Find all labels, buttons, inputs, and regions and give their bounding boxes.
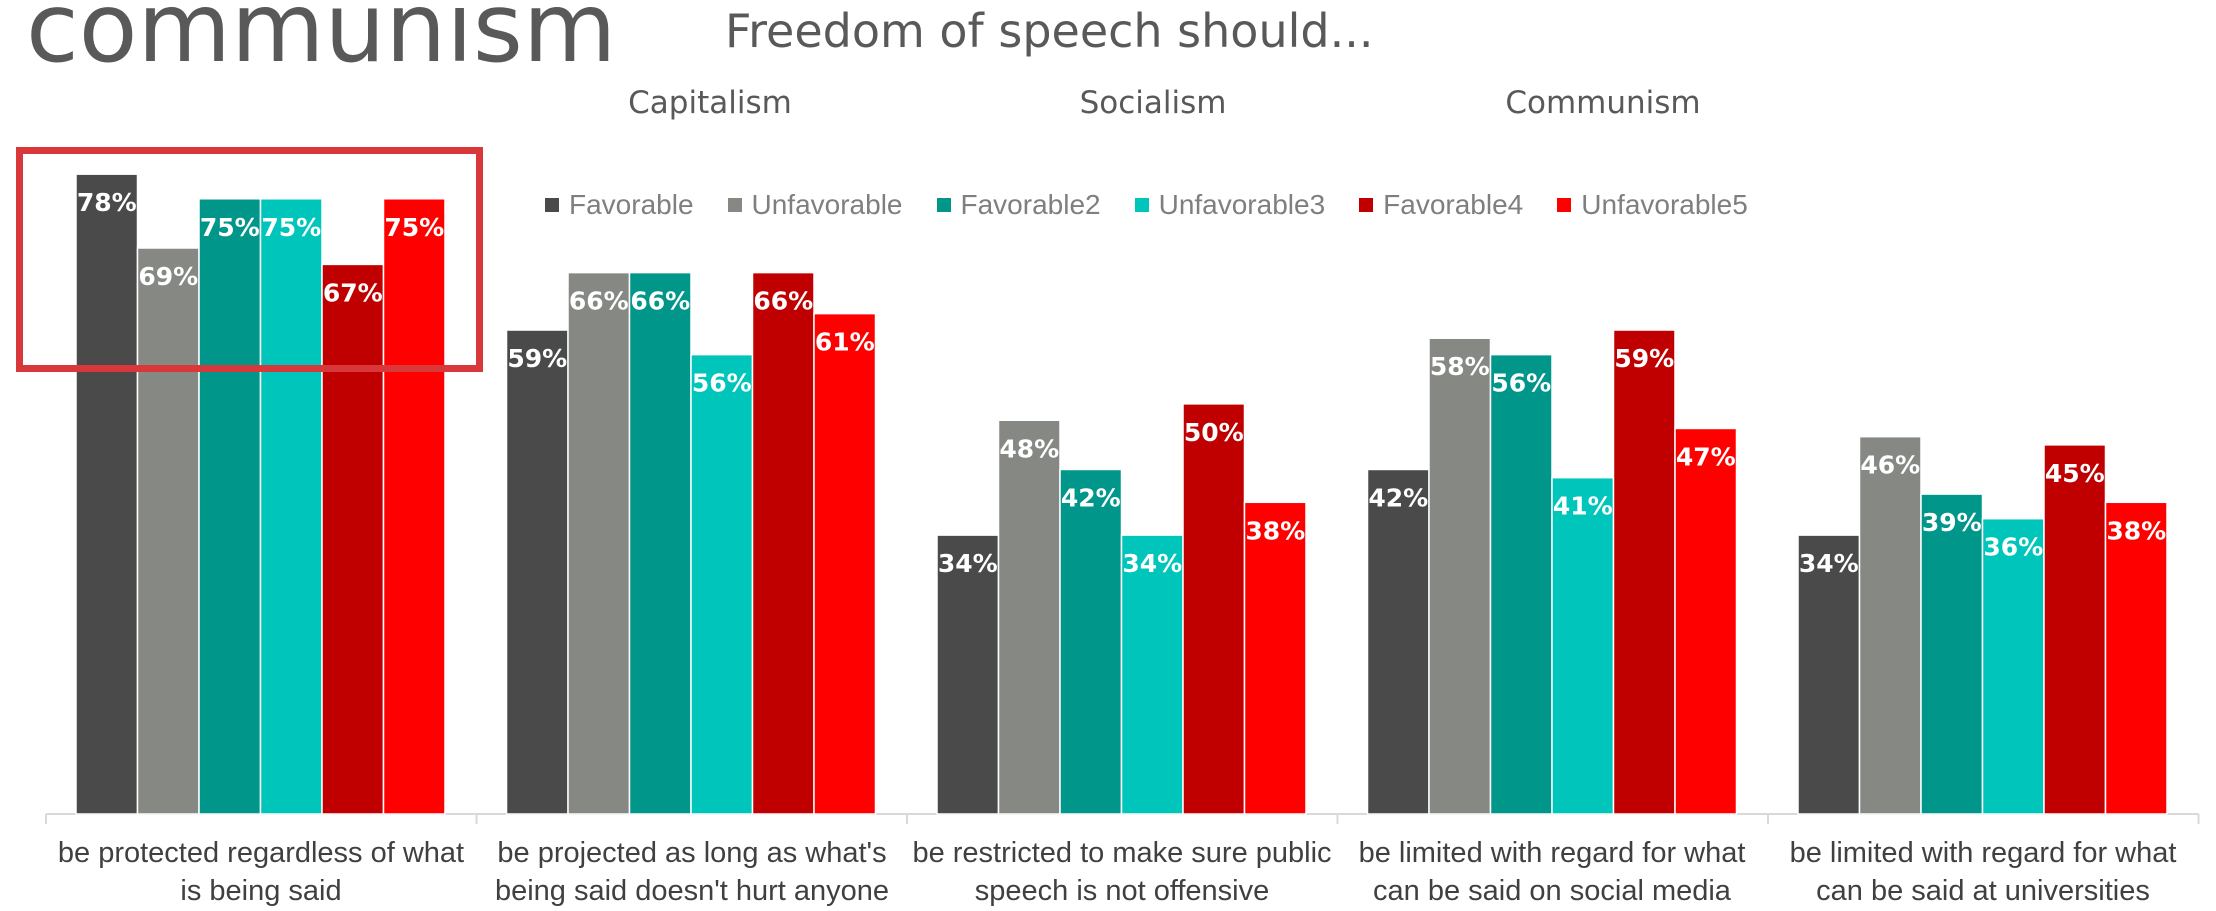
bar-unfavorable-3 [1428, 337, 1492, 815]
data-label-favorable-3: 42% [1368, 483, 1428, 512]
bar-favorable-1 [505, 329, 569, 815]
data-label-unfavorable5-4: 38% [2106, 516, 2166, 545]
legend-item-favorable2: Favorable2 [936, 189, 1101, 221]
highlight-box [16, 147, 483, 372]
bar-unfavorable5-1 [813, 312, 877, 815]
legend-swatch-unfavorable [727, 198, 742, 212]
data-label-favorable2-3: 56% [1491, 369, 1551, 398]
legend-item-unfavorable5: Unfavorable5 [1557, 189, 1748, 221]
bar-favorable2-0 [198, 198, 262, 815]
slide-title: communism [26, 0, 617, 84]
bar-unfavorable3-3 [1551, 476, 1615, 815]
legend-swatch-favorable2 [936, 198, 951, 212]
data-label-unfavorable5-2: 38% [1245, 516, 1305, 545]
legend-label-unfavorable3: Unfavorable3 [1158, 189, 1326, 220]
bar-unfavorable-4 [1858, 435, 1922, 815]
legend-swatch-unfavorable3 [1134, 198, 1149, 212]
data-label-favorable-2: 34% [938, 549, 998, 578]
bar-favorable-4 [1797, 534, 1861, 815]
data-label-unfavorable3-4: 36% [1983, 533, 2043, 562]
bar-unfavorable3-2 [1120, 534, 1184, 815]
data-label-favorable2-1: 66% [630, 287, 690, 316]
legend-item-unfavorable3: Unfavorable3 [1134, 189, 1326, 221]
data-label-favorable4-2: 50% [1184, 418, 1244, 447]
bar-unfavorable-2 [997, 419, 1061, 815]
bar-favorable2-4 [1920, 493, 1984, 815]
legend-label-unfavorable5: Unfavorable5 [1581, 189, 1748, 220]
legend-swatch-favorable [545, 198, 559, 212]
group-header-socialism: Socialism [1079, 85, 1227, 121]
data-label-favorable-4: 34% [1799, 549, 1859, 578]
bar-unfavorable5-3 [1674, 427, 1738, 815]
data-label-favorable-1: 59% [507, 344, 567, 373]
data-label-unfavorable5-3: 47% [1676, 442, 1736, 471]
bar-favorable-3 [1366, 468, 1430, 815]
category-label-social-media: be limited with regard for what can be s… [1358, 837, 1746, 907]
category-label-universities: be limited with regard for what can be s… [1789, 837, 2177, 907]
data-label-favorable4-3: 59% [1614, 344, 1674, 373]
data-label-favorable4-1: 66% [753, 287, 813, 316]
data-label-unfavorable3-3: 41% [1553, 492, 1613, 521]
data-label-unfavorable5-0: 75% [384, 213, 444, 242]
chart-title: Freedom of speech should... [725, 4, 1374, 58]
chart-legend: Favorable Unfavorable Favorable2 Unfavor… [545, 189, 1748, 221]
bar-favorable4-4 [2043, 444, 2107, 815]
data-label-unfavorable-4: 46% [1860, 451, 1920, 480]
bar-unfavorable3-4 [1981, 517, 2045, 815]
bar-favorable2-3 [1489, 353, 1553, 815]
data-label-unfavorable-0: 69% [138, 262, 198, 291]
data-label-unfavorable-3: 58% [1430, 352, 1490, 381]
data-label-unfavorable3-0: 75% [261, 213, 321, 242]
bar-unfavorable-0 [136, 247, 200, 815]
bar-favorable4-0 [321, 263, 385, 815]
category-label-restricted: be restricted to make sure public speech… [912, 837, 1332, 907]
data-label-unfavorable-1: 66% [569, 287, 629, 316]
bar-unfavorable5-2 [1243, 501, 1307, 815]
legend-item-favorable: Favorable [545, 189, 694, 221]
data-label-favorable2-2: 42% [1061, 483, 1121, 512]
legend-swatch-favorable4 [1359, 198, 1374, 212]
bar-favorable4-2 [1182, 403, 1246, 815]
legend-item-favorable4: Favorable4 [1359, 189, 1523, 221]
legend-swatch-unfavorable5 [1557, 198, 1572, 212]
legend-label-favorable4: Favorable4 [1383, 189, 1524, 220]
bar-favorable2-1 [628, 271, 692, 815]
data-label-favorable4-4: 45% [2045, 459, 2105, 488]
legend-label-unfavorable: Unfavorable [751, 189, 903, 220]
bar-unfavorable3-0 [259, 198, 323, 815]
bar-favorable4-1 [751, 271, 815, 815]
legend-label-favorable: Favorable [569, 189, 694, 220]
bar-favorable4-3 [1612, 329, 1676, 815]
bar-unfavorable5-4 [2104, 501, 2168, 815]
data-label-unfavorable-2: 48% [999, 434, 1059, 463]
legend-label-favorable2: Favorable2 [960, 189, 1101, 220]
data-label-unfavorable3-2: 34% [1122, 549, 1182, 578]
bar-unfavorable3-1 [690, 353, 754, 815]
bar-unfavorable5-0 [382, 198, 446, 815]
data-label-favorable4-0: 67% [323, 278, 383, 307]
group-header-capitalism: Capitalism [628, 85, 792, 121]
data-label-favorable-0: 78% [77, 188, 137, 217]
bar-favorable-2 [936, 534, 1000, 815]
bar-favorable2-2 [1059, 468, 1123, 815]
data-label-unfavorable3-1: 56% [692, 369, 752, 398]
group-header-communism: Communism [1505, 85, 1701, 121]
legend-item-unfavorable: Unfavorable [727, 189, 903, 221]
data-label-unfavorable5-1: 61% [815, 328, 875, 357]
data-label-favorable2-0: 75% [200, 213, 260, 242]
bar-unfavorable-1 [567, 271, 631, 815]
data-label-favorable2-4: 39% [1922, 508, 1982, 537]
bar-favorable-0 [75, 173, 139, 815]
category-label-projected: be projected as long as what's being sai… [494, 837, 890, 907]
category-label-protected: be protected regardless of what is being… [57, 837, 465, 907]
